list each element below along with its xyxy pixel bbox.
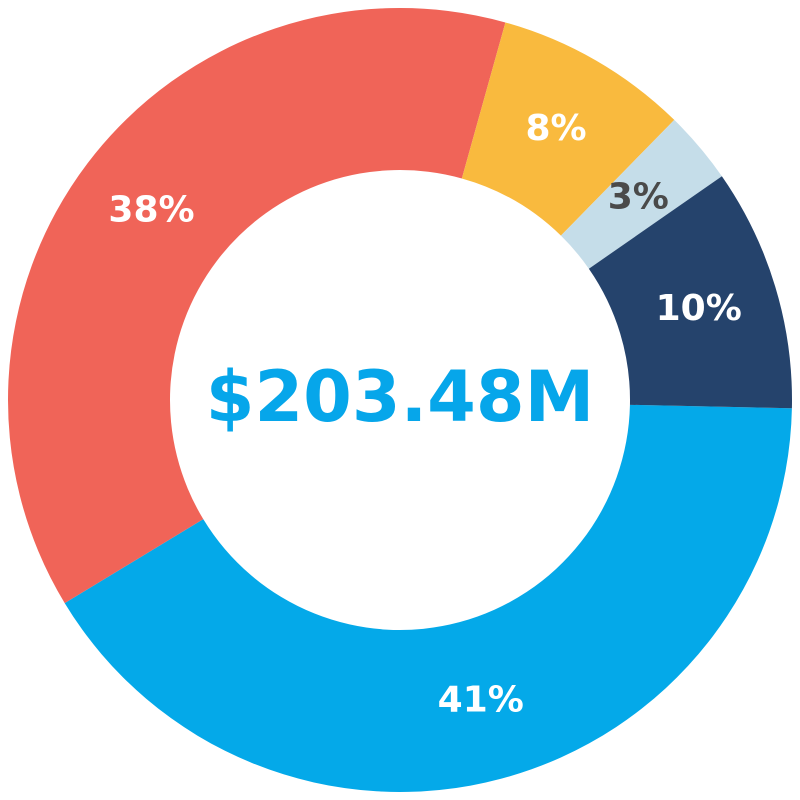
donut-segment: [8, 8, 506, 604]
segment-label: 3%: [608, 177, 669, 218]
segment-label: 38%: [108, 189, 194, 230]
segment-label: 41%: [438, 679, 524, 720]
donut-segment: [588, 176, 792, 409]
center-label: $203.48M: [206, 356, 595, 438]
donut-segment: [461, 22, 675, 236]
donut-segment: [64, 404, 792, 792]
segment-label: 10%: [656, 288, 742, 329]
segment-label: 8%: [525, 108, 586, 149]
donut-segment: [560, 119, 722, 269]
